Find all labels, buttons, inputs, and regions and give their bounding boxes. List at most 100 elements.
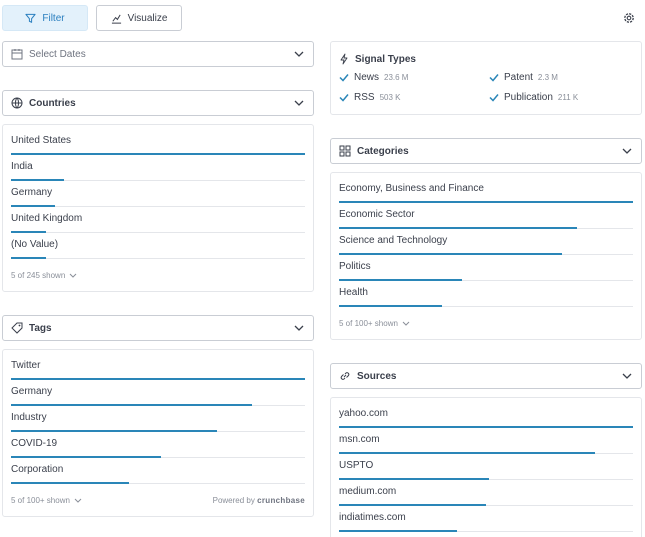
- signal-type-count: 503 K: [379, 93, 401, 102]
- chevron-down-icon: [402, 321, 410, 326]
- gear-icon[interactable]: [622, 11, 636, 25]
- country-item[interactable]: (No Value): [11, 233, 305, 259]
- country-item-label: United States: [11, 135, 72, 146]
- calendar-icon: [11, 48, 23, 60]
- checkmark-icon[interactable]: [339, 93, 349, 102]
- category-item[interactable]: Economic Sector: [339, 203, 633, 229]
- chevron-down-icon: [69, 273, 77, 278]
- tag-item-label: Corporation: [11, 464, 64, 475]
- select-dates-dropdown[interactable]: Select Dates: [2, 41, 314, 67]
- crunchbase-brand: crunchbase: [257, 496, 305, 505]
- source-item-label: msn.com: [339, 434, 380, 445]
- filter-icon: [25, 13, 36, 23]
- tags-shown-toggle[interactable]: 5 of 100+ shown: [11, 496, 82, 505]
- category-item-label: Health: [339, 287, 368, 298]
- source-item-label: yahoo.com: [339, 408, 388, 419]
- country-item-track: [11, 206, 305, 207]
- signal-type-label: News: [354, 72, 380, 83]
- signal-type-label: Patent: [504, 72, 533, 83]
- source-item-bar: [339, 426, 633, 428]
- source-item-label: medium.com: [339, 486, 397, 497]
- source-item-track: [339, 505, 633, 506]
- country-item-bar: [11, 205, 56, 207]
- tags-title: Tags: [29, 322, 52, 334]
- tag-item-bar: [11, 430, 217, 432]
- source-item-label: indiatimes.com: [339, 512, 406, 523]
- checkmark-icon[interactable]: [339, 73, 349, 82]
- category-item-label: Economy, Business and Finance: [339, 183, 484, 194]
- tag-item[interactable]: Twitter: [11, 354, 305, 380]
- tag-item-bar: [11, 456, 161, 458]
- chevron-down-icon: [622, 148, 632, 154]
- category-item[interactable]: Politics: [339, 255, 633, 281]
- tag-item[interactable]: Corporation: [11, 458, 305, 484]
- categories-title: Categories: [357, 145, 409, 157]
- countries-title: Countries: [29, 97, 76, 109]
- lightning-icon: [340, 53, 348, 65]
- source-item[interactable]: indiatimes.com: [339, 506, 633, 532]
- checkmark-icon[interactable]: [489, 73, 499, 82]
- signal-type-patent[interactable]: Patent 2.3 M: [489, 72, 558, 83]
- country-item-label: India: [11, 161, 33, 172]
- countries-shown-toggle[interactable]: 5 of 245 shown: [11, 271, 77, 280]
- country-item-bar: [11, 257, 47, 259]
- source-item-bar: [339, 530, 457, 532]
- tags-panel: Twitter Germany Industry COVID-19 Corporatio…: [2, 349, 314, 517]
- categories-shown-count: 5 of 100+ shown: [339, 319, 398, 328]
- signal-type-news[interactable]: News 23.6 M: [339, 72, 408, 83]
- tag-item[interactable]: Industry: [11, 406, 305, 432]
- category-item-label: Economic Sector: [339, 209, 415, 220]
- tag-item-label: COVID-19: [11, 438, 58, 449]
- checkmark-icon[interactable]: [489, 93, 499, 102]
- country-item-label: Germany: [11, 187, 53, 198]
- signal-type-rss[interactable]: RSS 503 K: [339, 92, 400, 103]
- globe-icon: [11, 97, 23, 109]
- countries-dropdown[interactable]: Countries: [2, 90, 314, 116]
- filter-tab[interactable]: Filter: [2, 5, 88, 31]
- signal-type-publication[interactable]: Publication 211 K: [489, 92, 578, 103]
- country-item-bar: [11, 153, 305, 155]
- source-item[interactable]: USPTO: [339, 454, 633, 480]
- category-item-bar: [339, 201, 633, 203]
- chevron-down-icon: [74, 498, 82, 503]
- categories-dropdown[interactable]: Categories: [330, 138, 642, 164]
- source-item-bar: [339, 452, 595, 454]
- tag-item-label: Industry: [11, 412, 47, 423]
- country-item[interactable]: United Kingdom: [11, 207, 305, 233]
- signal-type-count: 23.6 M: [384, 73, 409, 82]
- signal-type-count: 2.3 M: [537, 73, 558, 82]
- countries-shown-count: 5 of 245 shown: [11, 271, 66, 280]
- country-item[interactable]: India: [11, 155, 305, 181]
- tag-item[interactable]: Germany: [11, 380, 305, 406]
- tag-icon: [11, 322, 23, 334]
- select-dates-placeholder: Select Dates: [29, 48, 86, 60]
- tag-item-label: Twitter: [11, 360, 41, 371]
- sources-dropdown[interactable]: Sources: [330, 363, 642, 389]
- powered-by-crunchbase[interactable]: Powered by crunchbase: [213, 496, 305, 505]
- source-item[interactable]: medium.com: [339, 480, 633, 506]
- sources-title: Sources: [357, 370, 397, 382]
- chart-icon: [111, 14, 121, 24]
- source-item[interactable]: msn.com: [339, 428, 633, 454]
- category-item[interactable]: Science and Technology: [339, 229, 633, 255]
- country-item-bar: [11, 179, 64, 181]
- chevron-down-icon: [294, 100, 304, 106]
- category-item[interactable]: Health: [339, 281, 633, 307]
- tag-item-bar: [11, 404, 253, 406]
- source-item[interactable]: yahoo.com: [339, 402, 633, 428]
- tag-item[interactable]: COVID-19: [11, 432, 305, 458]
- countries-panel: United States India Germany United Kingdom (…: [2, 124, 314, 292]
- country-item[interactable]: United States: [11, 129, 305, 155]
- category-item[interactable]: Economy, Business and Finance: [339, 177, 633, 203]
- chevron-down-icon: [294, 325, 304, 331]
- signal-types-panel: Signal Types News 23.6 M Patent 2.3 M RSS 503…: [330, 41, 642, 115]
- tags-shown-count: 5 of 100+ shown: [11, 496, 70, 505]
- signal-type-count: 211 K: [557, 93, 579, 102]
- tags-dropdown[interactable]: Tags: [2, 315, 314, 341]
- category-item-track: [339, 280, 633, 281]
- categories-shown-toggle[interactable]: 5 of 100+ shown: [339, 319, 410, 328]
- category-item-bar: [339, 227, 578, 229]
- category-item-bar: [339, 305, 442, 307]
- visualize-tab[interactable]: Visualize: [96, 5, 182, 31]
- country-item[interactable]: Germany: [11, 181, 305, 207]
